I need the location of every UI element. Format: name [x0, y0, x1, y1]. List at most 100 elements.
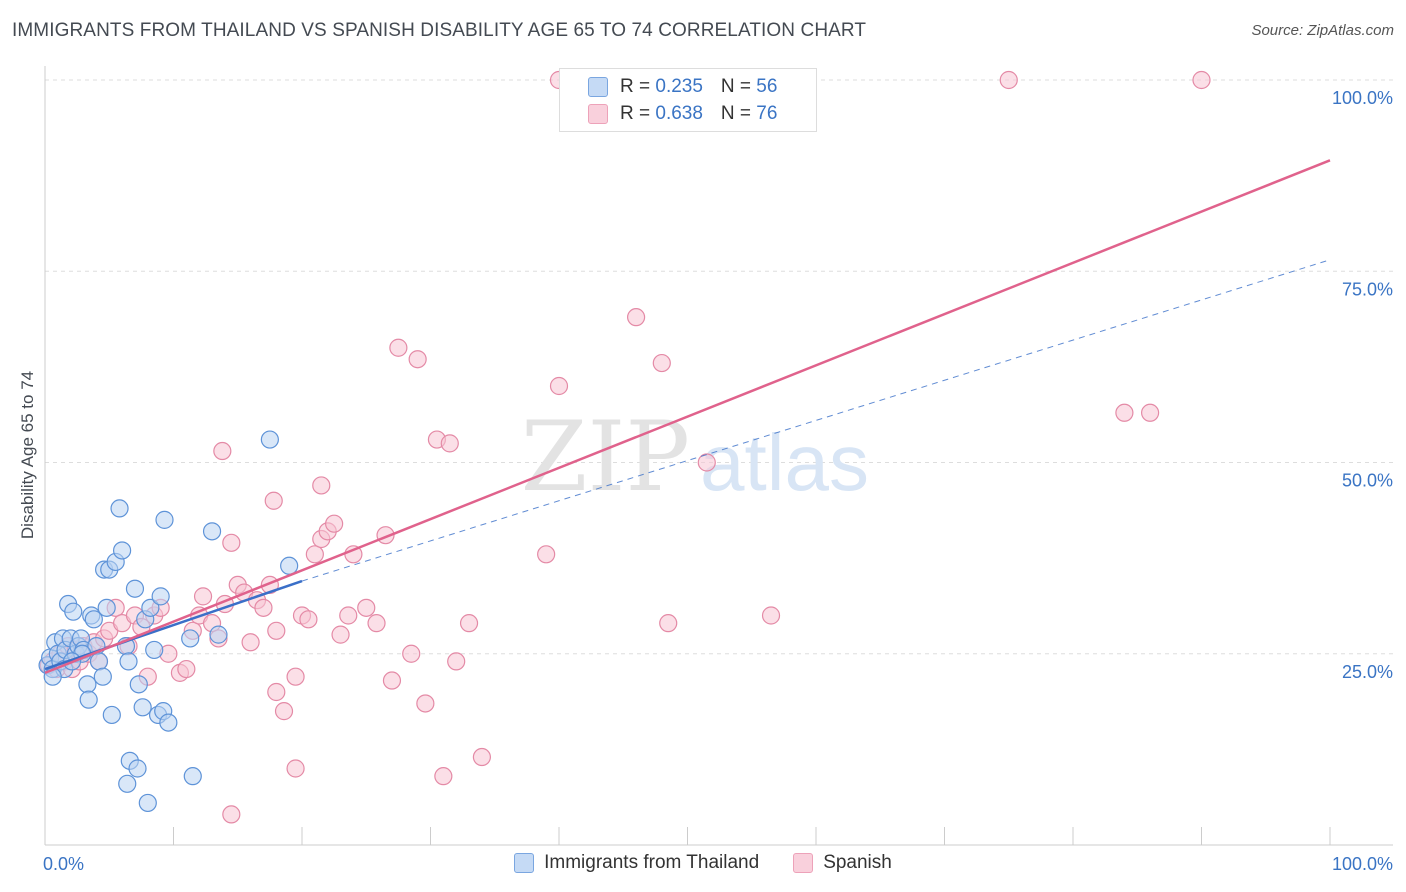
bottom-legend-item-thailand: Immigrants from Thailand [514, 852, 759, 874]
watermark-zip: ZIP [521, 401, 690, 513]
point-spanish [416, 694, 435, 713]
source-label: Source: ZipAtlas.com [1251, 22, 1394, 39]
point-spanish [1140, 403, 1160, 422]
legend-r-label: R = [620, 76, 656, 97]
y-tick-label: 100.0% [1332, 88, 1393, 108]
point-spanish [761, 606, 781, 625]
point-spanish [331, 625, 350, 644]
point-spanish [697, 453, 716, 472]
point-spanish [222, 533, 241, 552]
point-spanish [408, 350, 427, 369]
bottom-legend-item-spanish: Spanish [793, 852, 892, 874]
point-thailand [183, 767, 202, 786]
point-spanish [382, 671, 402, 690]
bottom-legend-swatch-spanish [793, 853, 814, 873]
point-thailand [280, 556, 299, 575]
correlation-legend: R = 0.235 N = 56 R = 0.638 N = 76 [559, 68, 817, 132]
point-thailand [118, 774, 137, 793]
chart-title: IMMIGRANTS FROM THAILAND VS SPANISH DISA… [12, 20, 867, 41]
point-thailand [155, 510, 174, 529]
point-thailand [209, 625, 228, 644]
point-spanish [299, 610, 318, 629]
point-thailand [202, 522, 222, 541]
legend-r-value: 0.235 [655, 76, 703, 97]
legend-n-value: 76 [756, 103, 778, 124]
point-spanish [254, 598, 273, 617]
legend-row-spanish: R = 0.638 N = 76 [588, 100, 777, 128]
point-spanish [193, 587, 213, 606]
point-spanish [264, 491, 283, 510]
point-spanish [357, 598, 376, 617]
point-thailand [128, 759, 147, 778]
point-spanish [267, 621, 286, 640]
trend-line-spanish [44, 159, 1331, 675]
bottom-legend-label-spanish: Spanish [823, 852, 892, 873]
point-spanish [626, 308, 646, 327]
point-spanish [222, 805, 241, 824]
point-spanish [286, 667, 305, 686]
legend-n-label: N = [720, 76, 757, 97]
point-spanish [389, 338, 408, 357]
point-thailand [93, 667, 112, 686]
bottom-legend-label-thailand: Immigrants from Thailand [544, 852, 760, 873]
trend-line-thailand [44, 579, 303, 671]
point-thailand [159, 713, 178, 732]
point-spanish [652, 353, 671, 373]
point-spanish [1192, 70, 1211, 90]
point-spanish [274, 702, 294, 721]
point-spanish [659, 614, 678, 633]
point-spanish [213, 441, 232, 461]
point-spanish [267, 682, 286, 702]
point-spanish [549, 376, 569, 396]
y-tick-label: 75.0% [1342, 279, 1393, 299]
point-spanish [447, 652, 466, 671]
legend-swatch-spanish [588, 104, 608, 124]
point-spanish [472, 747, 491, 767]
point-spanish [434, 767, 453, 786]
y-tick-label: 25.0% [1342, 662, 1393, 682]
point-thailand [133, 698, 152, 717]
point-spanish [367, 614, 386, 633]
point-thailand [84, 610, 103, 629]
y-axis-label: Disability Age 65 to 74 [18, 370, 37, 540]
x-tick-label: 0.0% [43, 854, 84, 874]
point-thailand [64, 602, 83, 621]
point-spanish [402, 644, 421, 663]
point-spanish [440, 434, 459, 453]
point-spanish [537, 545, 556, 564]
point-spanish [1115, 403, 1134, 422]
point-thailand [119, 652, 138, 671]
point-spanish [241, 633, 260, 652]
point-thailand [78, 675, 97, 694]
y-tick-label: 50.0% [1342, 471, 1393, 491]
point-thailand [151, 587, 170, 606]
point-spanish [312, 476, 331, 495]
point-thailand [125, 579, 145, 598]
point-spanish [325, 514, 344, 533]
point-thailand [79, 690, 98, 709]
point-spanish [177, 659, 196, 679]
point-thailand [97, 598, 116, 617]
legend-n-value: 56 [756, 76, 778, 97]
point-spanish [999, 70, 1018, 90]
point-thailand [141, 598, 160, 617]
point-thailand [145, 640, 164, 660]
legend-swatch-thailand [588, 77, 608, 97]
point-thailand [112, 541, 132, 560]
point-thailand [129, 675, 148, 694]
legend-r-value: 0.638 [655, 103, 703, 124]
point-spanish [286, 759, 305, 778]
legend-n-label: N = [720, 103, 757, 124]
trend-line-thailand-dashed [301, 259, 1331, 582]
point-thailand [102, 705, 121, 725]
point-spanish [305, 545, 324, 564]
point-thailand [260, 430, 279, 449]
watermark-atlas: atlas [700, 418, 869, 507]
point-thailand [138, 793, 157, 813]
bottom-legend-swatch-thailand [514, 853, 535, 873]
point-spanish [339, 606, 358, 625]
legend-r-label: R = [620, 103, 656, 124]
x-tick-label: 100.0% [1332, 854, 1393, 874]
point-thailand [110, 499, 129, 518]
